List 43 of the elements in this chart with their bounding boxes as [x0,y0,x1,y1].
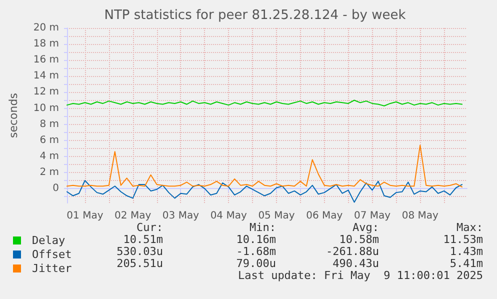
text: Last update: Fri May 9 11:00:01 2025 [238,269,483,282]
y-tick-label: 6 m [40,134,59,146]
line-series [66,144,463,188]
x-tick-label: 07 May [354,210,391,222]
y-tick-label: 10 m [33,102,59,114]
text: 79.00u [236,257,276,270]
y-tick-label: 0 [52,183,59,194]
text: 10.16m [236,233,276,246]
text: Cur: [136,221,163,234]
text: -1.68m [236,245,276,258]
line-series [66,180,463,203]
y-tick-label: 4 m [40,150,59,162]
x-tick-label: 01 May [66,210,104,222]
legend-label: Jitter [32,262,72,275]
text: 490.43u [332,257,379,270]
legend-label: Delay [32,234,66,247]
y-tick-label: 20 m [33,22,59,34]
x-tick-label: 04 May [210,210,247,222]
y-tick-label: 16 m [33,54,59,66]
y-tick-label: 12 m [33,86,59,98]
y-axis-title: seconds [7,92,20,138]
legend-label: Offset [32,248,72,261]
x-tick-label: 05 May [258,210,295,222]
text: Avg: [352,221,379,234]
text: 10.51m [123,233,163,246]
y-tick-label: 2 m [40,166,59,178]
text: -261.88u [326,245,379,258]
text: Min: [250,221,276,234]
text: 1.43m [450,245,483,258]
x-tick-label: 03 May [162,210,200,222]
x-tick-label: 06 May [306,210,343,222]
y-tick-label: 8 m [40,118,59,130]
y-tick-label: 18 m [33,38,59,50]
chart-title: NTP statistics for peer 81.25.28.124 - by week [104,8,406,23]
y-tick-label: 14 m [33,70,59,82]
text: 205.51u [116,257,163,270]
text: 5.41m [450,257,483,270]
text: 11.53m [443,233,483,246]
x-tick-label: 02 May [114,210,152,222]
text: Max: [456,221,483,234]
text: 530.03u [116,245,163,258]
x-tick-label: 08 May [402,210,438,222]
text: 10.58m [339,233,379,246]
